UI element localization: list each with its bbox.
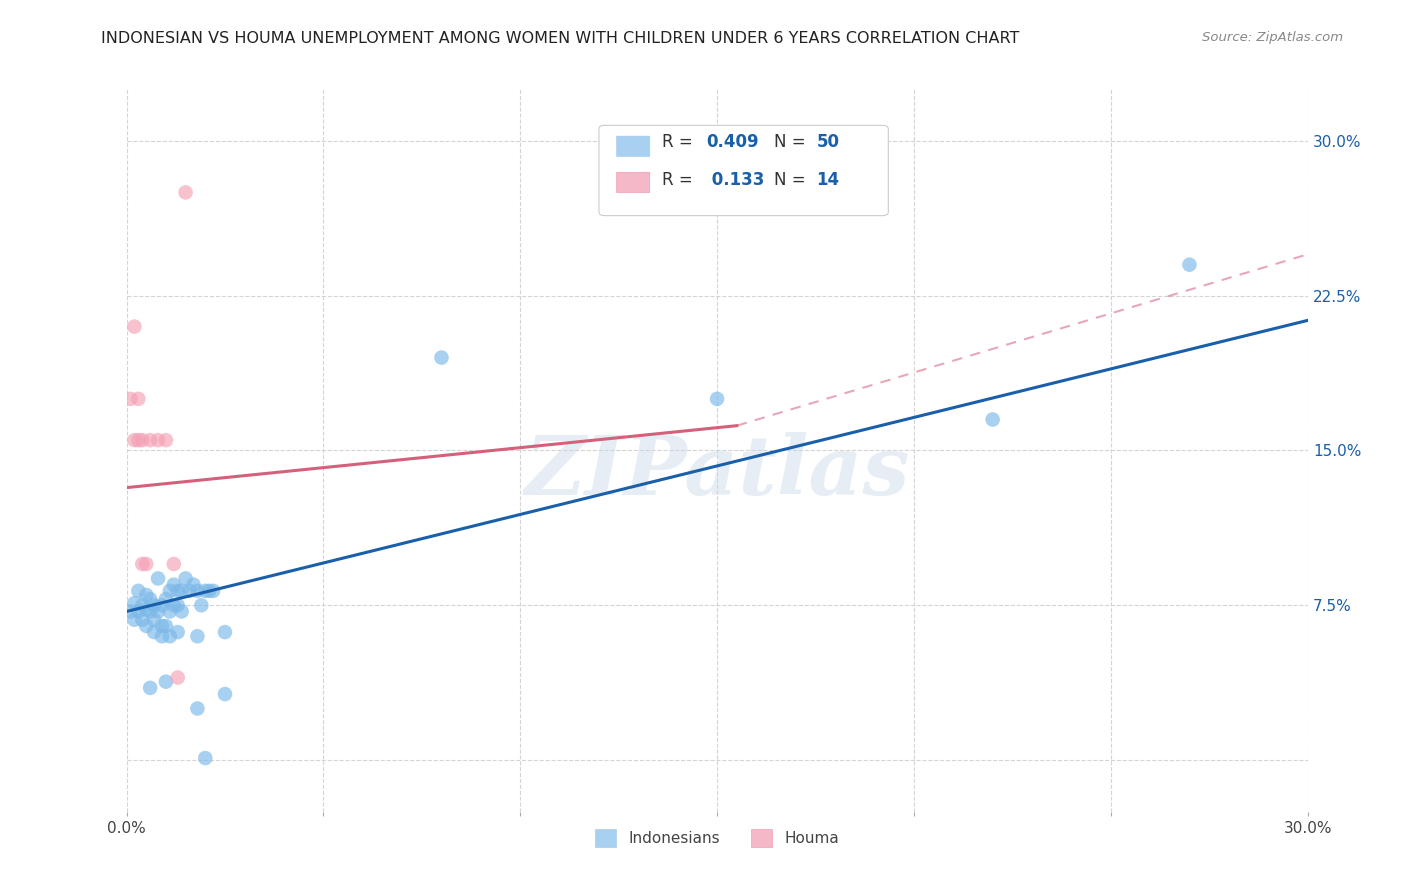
Text: R =: R = bbox=[662, 133, 697, 151]
Point bbox=[127, 583, 149, 598]
Point bbox=[159, 605, 181, 619]
Point bbox=[194, 751, 217, 765]
Text: ZIPatlas: ZIPatlas bbox=[524, 432, 910, 512]
Point bbox=[170, 583, 193, 598]
Point bbox=[166, 671, 188, 685]
Point bbox=[155, 592, 177, 607]
Point bbox=[139, 605, 162, 619]
Point bbox=[183, 577, 205, 591]
Point bbox=[146, 605, 169, 619]
Point bbox=[170, 605, 193, 619]
Point bbox=[166, 625, 188, 640]
Point bbox=[214, 687, 236, 701]
Text: 50: 50 bbox=[817, 133, 839, 151]
Point bbox=[186, 701, 208, 715]
Point bbox=[124, 319, 146, 334]
Text: N =: N = bbox=[773, 133, 811, 151]
Point bbox=[981, 412, 1004, 426]
Point bbox=[155, 674, 177, 689]
Point bbox=[179, 583, 201, 598]
Point bbox=[174, 571, 197, 585]
Point bbox=[124, 596, 146, 610]
Legend: Indonesians, Houma: Indonesians, Houma bbox=[588, 822, 846, 855]
Point bbox=[135, 602, 157, 616]
Point bbox=[202, 583, 225, 598]
Point bbox=[198, 583, 221, 598]
Point bbox=[150, 599, 173, 613]
Point bbox=[146, 433, 169, 447]
Text: INDONESIAN VS HOUMA UNEMPLOYMENT AMONG WOMEN WITH CHILDREN UNDER 6 YEARS CORRELA: INDONESIAN VS HOUMA UNEMPLOYMENT AMONG W… bbox=[101, 31, 1019, 46]
Point bbox=[163, 599, 186, 613]
Point bbox=[143, 613, 166, 627]
Point bbox=[135, 619, 157, 633]
Text: R =: R = bbox=[662, 170, 697, 188]
Text: 14: 14 bbox=[817, 170, 839, 188]
Point bbox=[159, 583, 181, 598]
Point bbox=[186, 583, 208, 598]
Point bbox=[163, 557, 186, 571]
Point bbox=[190, 599, 212, 613]
Point bbox=[131, 613, 153, 627]
Point bbox=[430, 351, 453, 365]
Text: N =: N = bbox=[773, 170, 811, 188]
Point bbox=[135, 588, 157, 602]
Point bbox=[150, 619, 173, 633]
Point bbox=[127, 605, 149, 619]
Text: 0.133: 0.133 bbox=[706, 170, 765, 188]
Point bbox=[135, 557, 157, 571]
Point bbox=[706, 392, 728, 406]
Point bbox=[131, 557, 153, 571]
Point bbox=[214, 625, 236, 640]
Point bbox=[120, 605, 142, 619]
Point bbox=[124, 613, 146, 627]
Text: Source: ZipAtlas.com: Source: ZipAtlas.com bbox=[1202, 31, 1343, 45]
Point bbox=[131, 433, 153, 447]
Point bbox=[155, 619, 177, 633]
Point bbox=[163, 577, 186, 591]
Point bbox=[139, 433, 162, 447]
Point bbox=[143, 599, 166, 613]
Point bbox=[155, 433, 177, 447]
Point bbox=[186, 629, 208, 643]
Point bbox=[174, 186, 197, 200]
Point bbox=[139, 592, 162, 607]
FancyBboxPatch shape bbox=[617, 172, 650, 193]
Point bbox=[159, 629, 181, 643]
FancyBboxPatch shape bbox=[599, 126, 889, 216]
Text: 0.409: 0.409 bbox=[706, 133, 759, 151]
Point bbox=[124, 433, 146, 447]
Point bbox=[150, 629, 173, 643]
FancyBboxPatch shape bbox=[617, 136, 650, 156]
Point bbox=[131, 599, 153, 613]
Point bbox=[143, 625, 166, 640]
Point bbox=[146, 571, 169, 585]
Point bbox=[1178, 258, 1201, 272]
Point bbox=[120, 392, 142, 406]
Point bbox=[166, 599, 188, 613]
Point bbox=[127, 433, 149, 447]
Point bbox=[139, 681, 162, 695]
Point bbox=[127, 392, 149, 406]
Point bbox=[194, 583, 217, 598]
Point bbox=[166, 583, 188, 598]
